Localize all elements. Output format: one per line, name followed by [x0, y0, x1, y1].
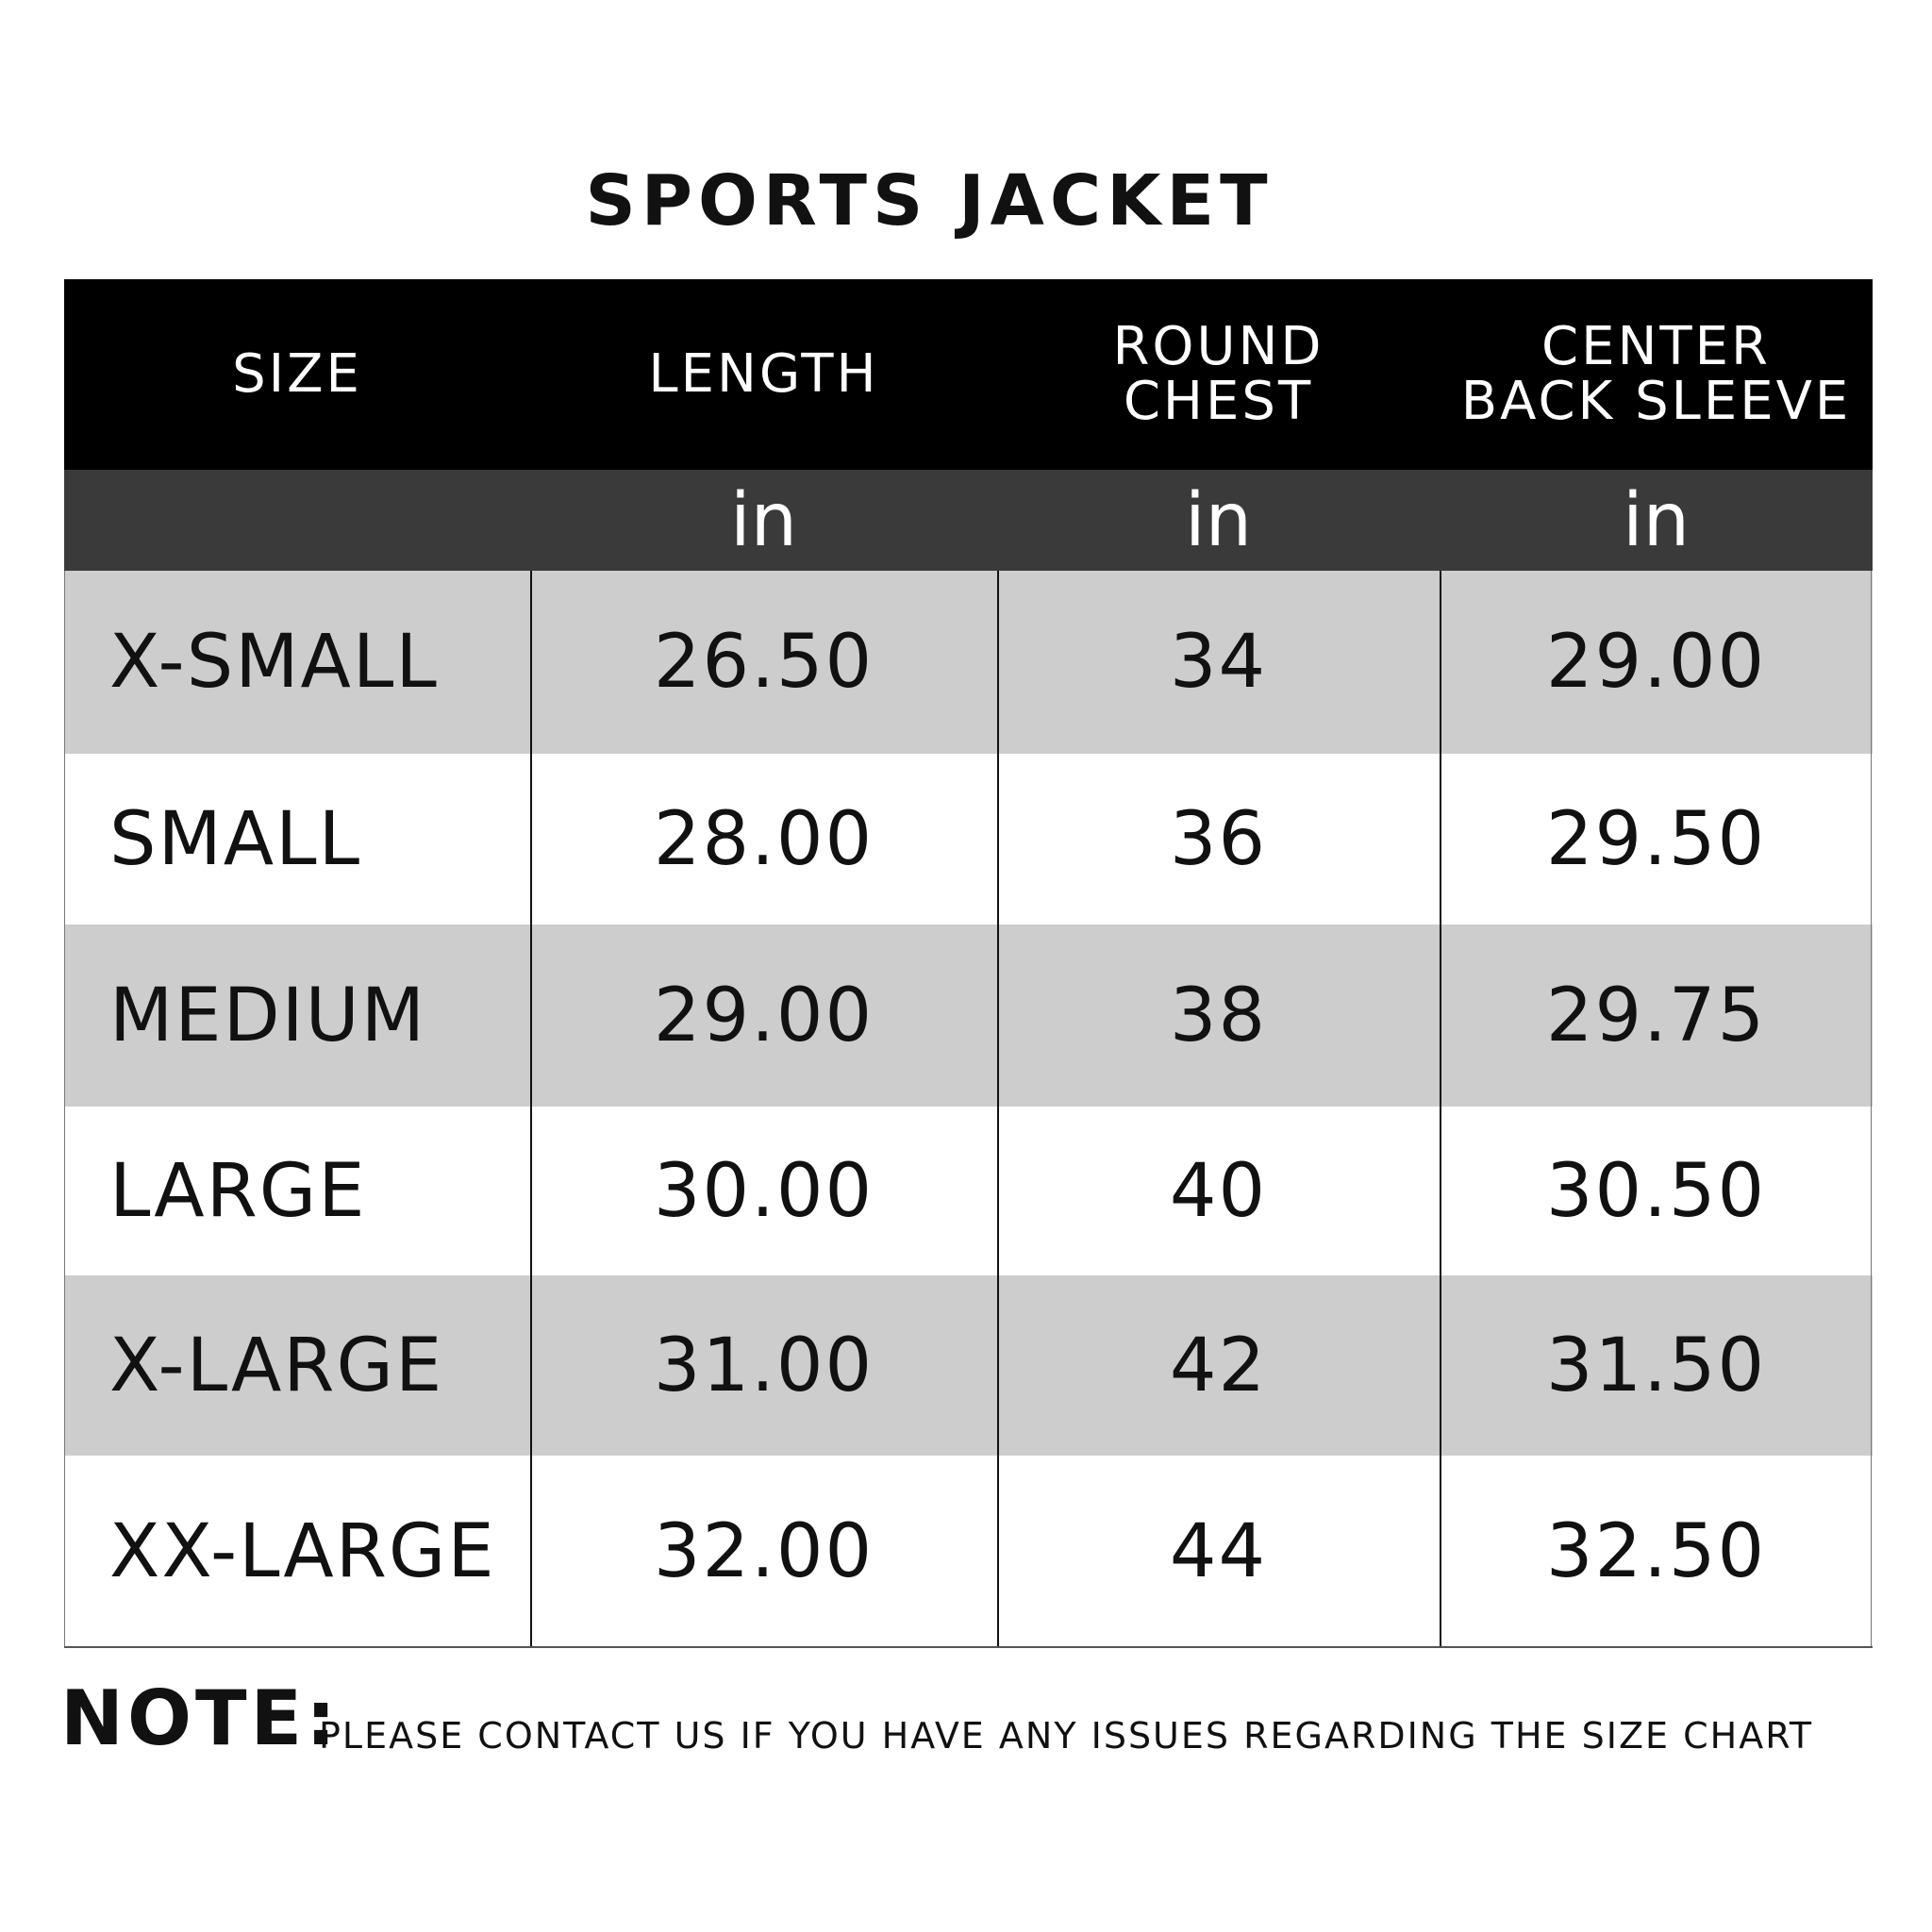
unit-cell: in [1622, 477, 1690, 563]
header-cell: ROUND CHEST [1112, 316, 1324, 432]
column-border [64, 571, 65, 1647]
note-text: PLEASE CONTACT US IF YOU HAVE ANY ISSUES… [319, 1715, 1814, 1757]
value-cell: 40 [1169, 1148, 1268, 1234]
size-cell: MEDIUM [109, 973, 427, 1058]
value-cell: 32.50 [1545, 1508, 1767, 1594]
table-row [64, 924, 1873, 1107]
size-cell: XX-LARGE [109, 1508, 496, 1594]
table-row [64, 1275, 1873, 1456]
table-row [64, 571, 1873, 754]
value-cell: 32.00 [653, 1508, 874, 1594]
value-cell: 29.00 [1545, 620, 1767, 705]
column-border [1440, 571, 1441, 1647]
header-cell: SIZE [232, 343, 362, 405]
size-cell: LARGE [109, 1148, 367, 1234]
units-row [64, 470, 1873, 571]
column-border [1871, 571, 1872, 1647]
value-cell: 42 [1169, 1323, 1268, 1408]
header-cell: LENGTH [648, 343, 879, 405]
title: SPORTS JACKET [585, 160, 1274, 242]
value-cell: 28.00 [653, 796, 874, 882]
value-cell: 31.00 [653, 1323, 874, 1408]
value-cell: 38 [1169, 973, 1268, 1058]
value-cell: 34 [1169, 620, 1268, 705]
size-cell: X-LARGE [109, 1323, 444, 1408]
value-cell: 29.00 [653, 973, 874, 1058]
value-cell: 29.75 [1545, 973, 1767, 1058]
value-cell: 30.00 [653, 1148, 874, 1234]
unit-cell: in [1184, 477, 1253, 563]
column-border [530, 571, 532, 1647]
note-label: NOTE: [60, 1674, 341, 1762]
value-cell: 36 [1169, 796, 1268, 882]
table-row [64, 1456, 1873, 1647]
table-row [64, 754, 1873, 924]
value-cell: 31.50 [1545, 1323, 1767, 1408]
value-cell: 44 [1169, 1508, 1268, 1594]
column-border [997, 571, 999, 1647]
size-cell: X-SMALL [109, 620, 439, 705]
unit-cell: in [729, 477, 798, 563]
header-cell: CENTER BACK SLEEVE [1460, 316, 1852, 432]
header-row [64, 279, 1873, 470]
value-cell: 30.50 [1545, 1148, 1767, 1234]
value-cell: 29.50 [1545, 796, 1767, 882]
table-bottom-border [64, 1646, 1873, 1648]
value-cell: 26.50 [653, 620, 874, 705]
size-cell: SMALL [109, 796, 362, 882]
table-row [64, 1107, 1873, 1275]
